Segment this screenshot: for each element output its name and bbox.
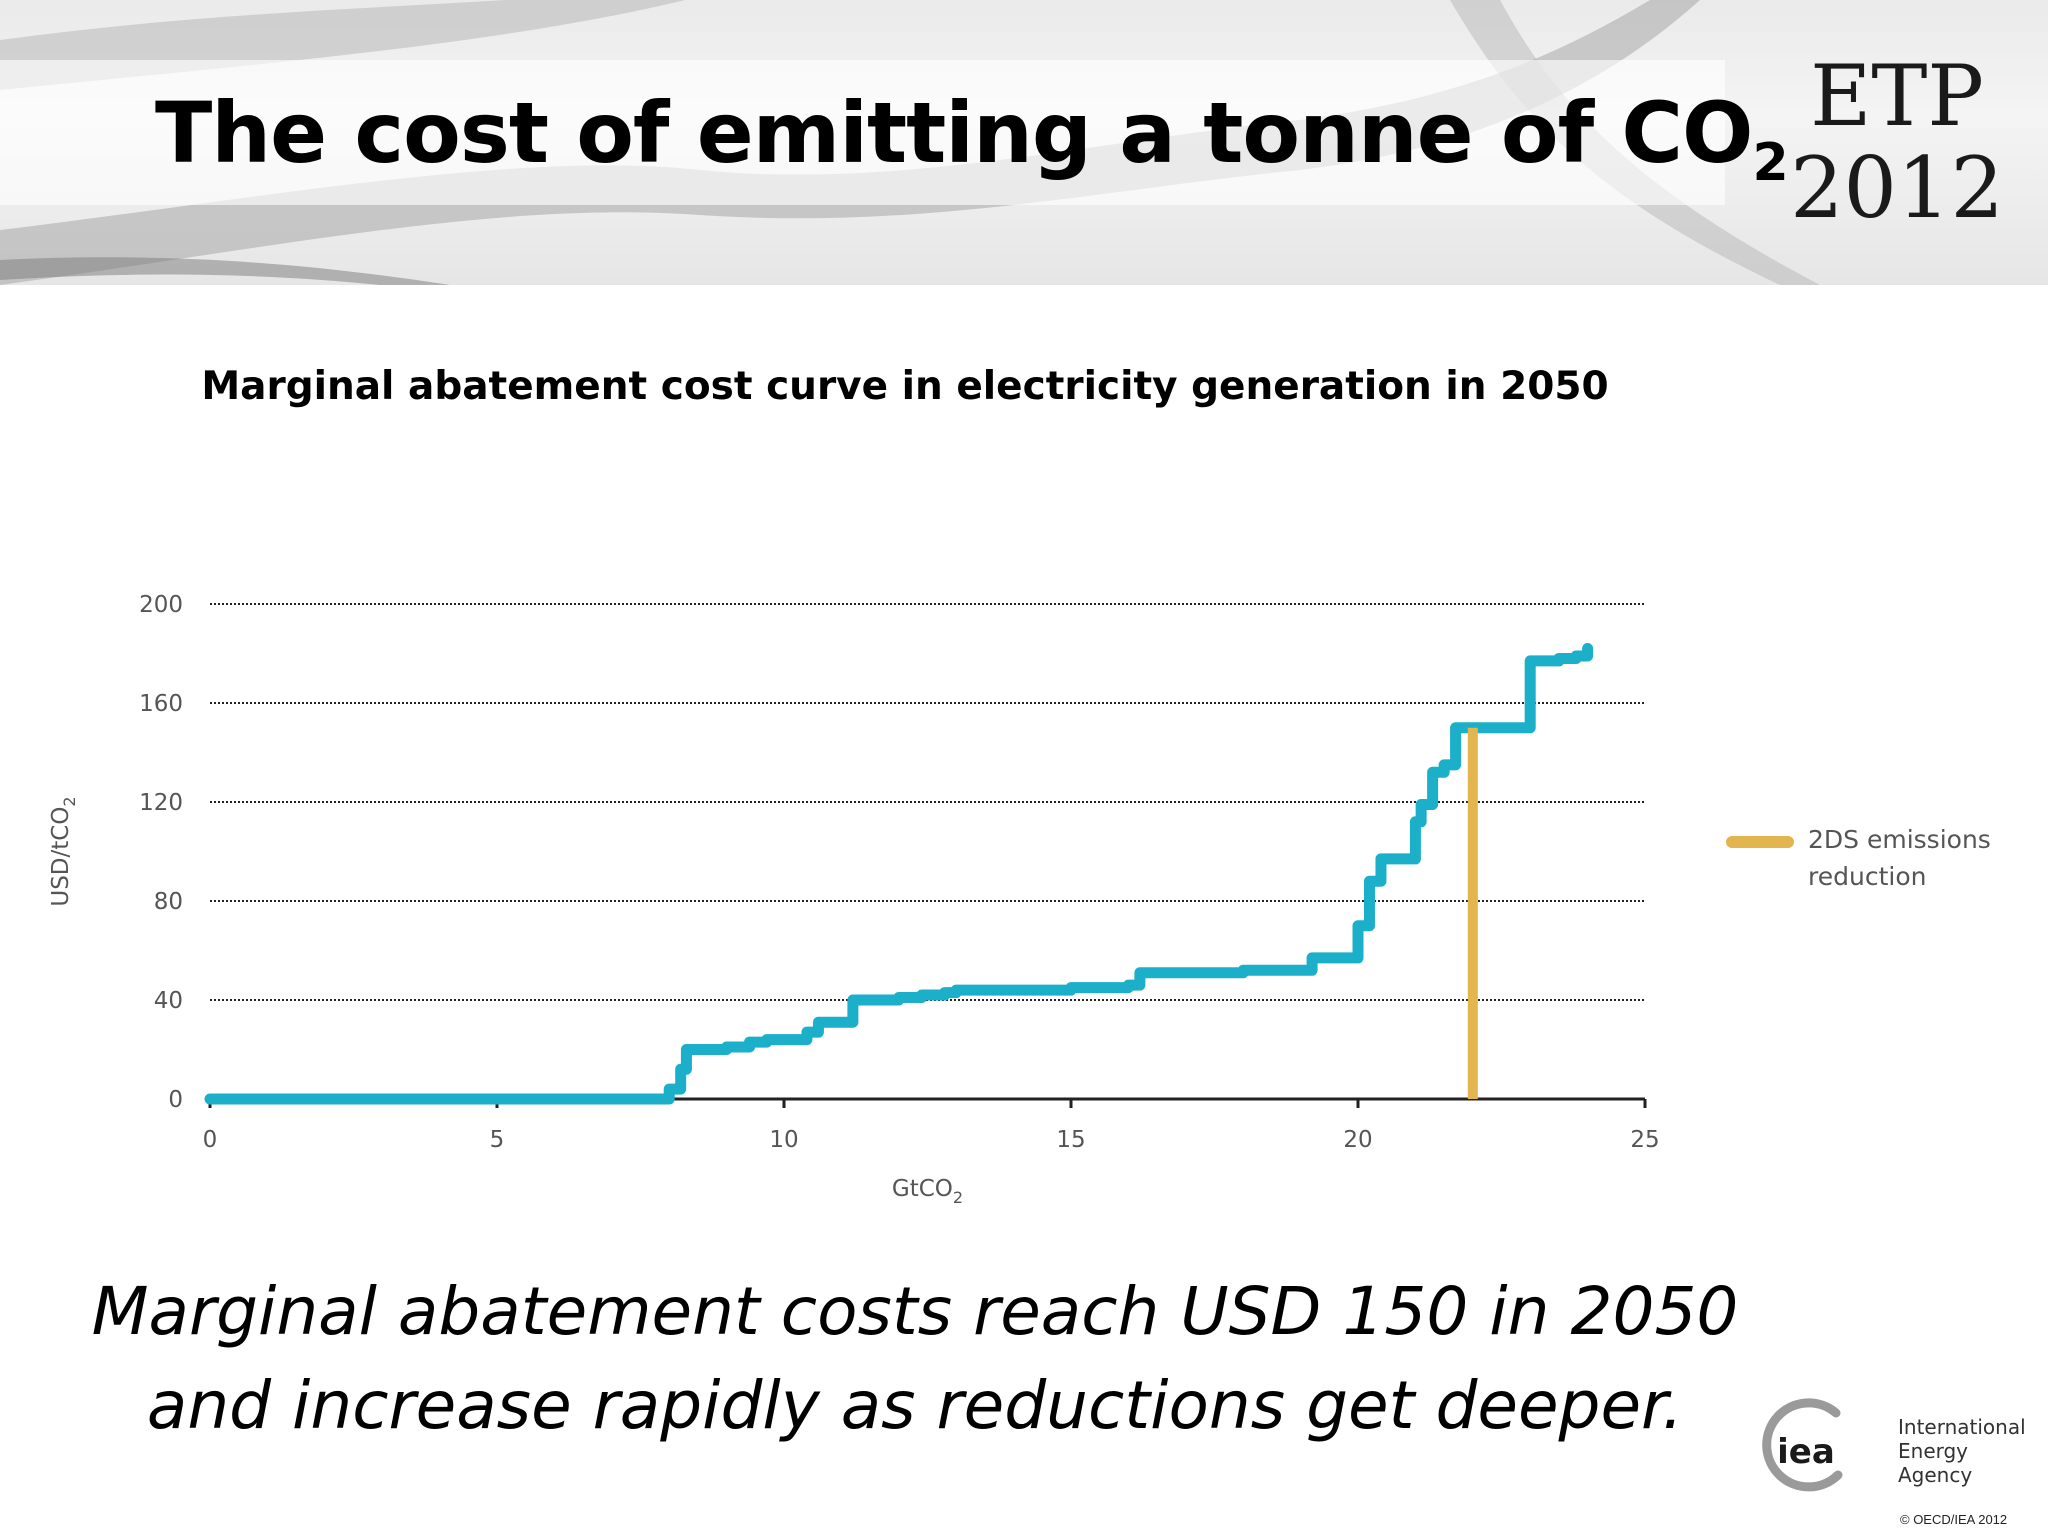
legend-label-2ds: 2DS emissions reduction xyxy=(1808,825,1991,891)
x-tick-label: 10 xyxy=(769,1127,798,1153)
legend-swatch-2ds xyxy=(1726,836,1794,848)
x-tick-label: 15 xyxy=(1056,1127,1085,1153)
iea-name-line2: Energy Agency xyxy=(1898,1439,1973,1487)
conclusion-line-1: Marginal abatement costs reach USD 150 i… xyxy=(91,1273,1739,1350)
y-axis-label-subscript: 2 xyxy=(60,796,79,806)
x-tick-label: 5 xyxy=(490,1127,505,1153)
y-tick-label: 200 xyxy=(139,592,183,618)
header-banner: The cost of emitting a tonne of CO2 ETP … xyxy=(0,0,2048,285)
etp-logo-line1: ETP xyxy=(1810,47,1984,145)
x-axis-label: GtCO2 xyxy=(892,1176,963,1207)
x-tick-label: 20 xyxy=(1343,1127,1372,1153)
conclusion-line-2: and increase rapidly as reductions get d… xyxy=(146,1367,1684,1444)
slide-title-main: The cost of emitting a tonne of CO xyxy=(155,84,1753,182)
iea-name: International Energy Agency xyxy=(1898,1415,2048,1487)
x-axis-label-subscript: 2 xyxy=(953,1188,963,1207)
etp-logo: ETP 2012 xyxy=(1782,50,2012,234)
y-tick-label: 40 xyxy=(154,988,183,1014)
y-axis-label: USD/tCO2 xyxy=(48,796,79,906)
y-tick-label: 160 xyxy=(139,691,183,717)
y-tick-label: 80 xyxy=(154,889,183,915)
slide-title-subscript: 2 xyxy=(1752,133,1788,193)
iea-logo-icon: iea xyxy=(1762,1398,1843,1492)
copyright: © OECD/IEA 2012 xyxy=(1900,1512,2008,1527)
abatement-cost-curve xyxy=(204,643,1594,1105)
y-tick-label: 0 xyxy=(168,1087,183,1113)
iea-logo-text: iea xyxy=(1777,1432,1835,1472)
y-tick-label: 120 xyxy=(139,790,183,816)
etp-logo-line2: 2012 xyxy=(1790,139,2004,237)
x-tick-label: 0 xyxy=(203,1127,218,1153)
x-tick-label: 25 xyxy=(1630,1127,1659,1153)
chart-title: Marginal abatement cost curve in electri… xyxy=(201,364,1609,409)
slide-title: The cost of emitting a tonne of CO2 xyxy=(155,78,1789,218)
conclusion-text: Marginal abatement costs reach USD 150 i… xyxy=(0,1265,1830,1453)
iea-name-line1: International xyxy=(1898,1415,2026,1439)
abatement-cost-chart: 0 40 80 120 160 200 0 5 10 15 20 25 GtCO2 USD/tCO2 xyxy=(48,592,1660,1207)
title-band xyxy=(0,60,1725,205)
